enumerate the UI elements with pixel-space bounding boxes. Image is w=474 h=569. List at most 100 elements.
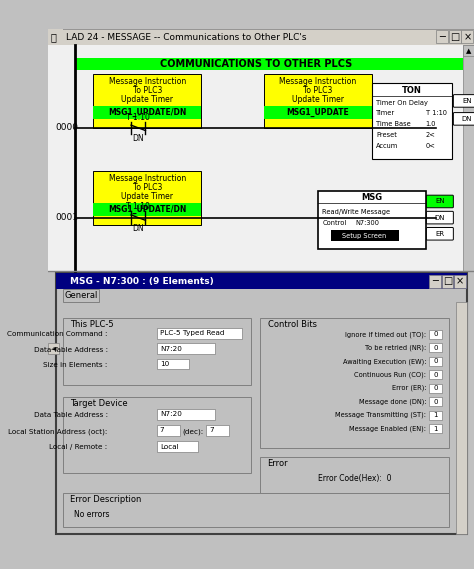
Text: 2<: 2< xyxy=(426,132,436,138)
Bar xyxy=(93,203,201,216)
Bar xyxy=(157,441,198,452)
Text: Error (ER):: Error (ER): xyxy=(392,385,427,391)
Bar xyxy=(429,330,442,339)
Bar xyxy=(429,370,442,379)
Bar xyxy=(48,29,474,46)
Bar xyxy=(48,46,474,271)
Text: Message Enabled (EN):: Message Enabled (EN): xyxy=(349,426,427,432)
Text: ─: ─ xyxy=(439,32,445,42)
Text: Awaiting Execution (EW):: Awaiting Execution (EW): xyxy=(343,358,427,365)
Bar xyxy=(75,58,463,71)
Bar xyxy=(93,74,201,128)
Text: T 1:10: T 1:10 xyxy=(127,113,150,122)
Text: DN: DN xyxy=(462,116,472,122)
Text: Read/Write Message: Read/Write Message xyxy=(322,209,391,215)
Text: Accum: Accum xyxy=(376,143,399,149)
Text: MSG: MSG xyxy=(361,193,382,203)
Bar xyxy=(63,397,251,473)
Text: This PLC-5: This PLC-5 xyxy=(70,320,114,329)
Bar xyxy=(207,425,229,436)
Text: 1.0: 1.0 xyxy=(426,121,436,127)
Text: 0: 0 xyxy=(433,345,438,351)
Text: Error Code(Hex):  0: Error Code(Hex): 0 xyxy=(318,475,392,483)
Text: Local / Remote :: Local / Remote : xyxy=(49,444,108,451)
Text: TON: TON xyxy=(402,86,422,94)
Bar xyxy=(93,171,201,225)
Text: ◄: ◄ xyxy=(51,346,56,352)
Text: 0001: 0001 xyxy=(55,213,79,222)
Text: Message Instruction: Message Instruction xyxy=(109,77,186,86)
Text: Ignore if timed out (TO):: Ignore if timed out (TO): xyxy=(345,331,427,337)
Bar xyxy=(429,275,441,288)
Text: 0: 0 xyxy=(433,358,438,364)
Text: Message Instruction: Message Instruction xyxy=(109,174,186,183)
Text: N7:300: N7:300 xyxy=(356,220,380,226)
Text: Target Device: Target Device xyxy=(70,399,128,408)
Text: □: □ xyxy=(450,32,459,42)
Text: Update Timer: Update Timer xyxy=(292,94,344,104)
Text: Update Timer: Update Timer xyxy=(121,192,173,201)
Text: 0: 0 xyxy=(433,399,438,405)
Text: ─: ─ xyxy=(432,277,438,286)
Text: Data Table Address :: Data Table Address : xyxy=(34,412,108,418)
Text: (dec):: (dec): xyxy=(182,428,203,435)
Bar xyxy=(372,83,453,159)
Bar xyxy=(264,74,372,128)
Bar xyxy=(55,273,467,290)
Bar xyxy=(454,275,466,288)
Bar xyxy=(157,358,189,369)
Text: Control: Control xyxy=(322,220,346,226)
Text: Local: Local xyxy=(160,443,178,450)
Text: Local Station Address (oct):: Local Station Address (oct): xyxy=(9,428,108,435)
Text: Timer On Delay: Timer On Delay xyxy=(376,100,428,106)
Text: General: General xyxy=(64,291,98,300)
Text: ▲: ▲ xyxy=(466,48,471,53)
Bar xyxy=(461,30,473,43)
Bar xyxy=(429,343,442,352)
Bar xyxy=(63,493,449,527)
Text: Size in Elements :: Size in Elements : xyxy=(43,362,108,368)
Text: MSG1_UPDATE/DN: MSG1_UPDATE/DN xyxy=(108,205,186,214)
Bar xyxy=(436,30,448,43)
Text: Timer: Timer xyxy=(376,110,395,117)
FancyBboxPatch shape xyxy=(427,195,453,208)
Text: T 1:10: T 1:10 xyxy=(127,203,150,211)
Bar xyxy=(449,30,461,43)
Text: Error Description: Error Description xyxy=(70,495,141,504)
Text: 7: 7 xyxy=(160,427,164,434)
Text: Communication Command :: Communication Command : xyxy=(7,331,108,337)
Bar xyxy=(157,409,216,419)
Text: LAD 24 - MESSAGE -- Communications to Other PLC's: LAD 24 - MESSAGE -- Communications to Ot… xyxy=(66,32,307,42)
Bar xyxy=(331,230,399,241)
Bar xyxy=(463,46,474,271)
FancyBboxPatch shape xyxy=(453,94,474,107)
Text: ×: × xyxy=(456,277,464,286)
Text: N7:20: N7:20 xyxy=(160,346,182,352)
FancyBboxPatch shape xyxy=(427,211,453,224)
Text: DN: DN xyxy=(132,224,144,233)
Text: MSG - N7:300 : (9 Elements): MSG - N7:300 : (9 Elements) xyxy=(70,277,214,286)
Text: 🔲: 🔲 xyxy=(50,32,56,42)
Bar xyxy=(63,290,99,302)
Text: 0000: 0000 xyxy=(55,123,79,133)
Bar xyxy=(429,357,442,366)
Bar xyxy=(55,273,467,534)
Text: Setup Screen: Setup Screen xyxy=(342,233,387,238)
Text: COMMUNICATIONS TO OTHER PLCS: COMMUNICATIONS TO OTHER PLCS xyxy=(160,59,352,69)
Text: Message Instruction: Message Instruction xyxy=(279,77,356,86)
Bar xyxy=(93,106,201,119)
Text: MSG1_UPDATE/DN: MSG1_UPDATE/DN xyxy=(108,108,186,117)
Bar xyxy=(429,384,442,393)
Text: 0: 0 xyxy=(433,331,438,337)
Bar xyxy=(260,457,449,493)
Bar xyxy=(260,318,449,448)
Text: DN: DN xyxy=(132,134,144,143)
Text: 0: 0 xyxy=(433,385,438,391)
Text: ER: ER xyxy=(435,231,445,237)
Text: 0: 0 xyxy=(433,372,438,378)
Bar xyxy=(157,343,216,354)
Text: Time Base: Time Base xyxy=(376,121,411,127)
Bar xyxy=(456,302,467,534)
Bar xyxy=(429,411,442,419)
Text: Message Transmitting (ST):: Message Transmitting (ST): xyxy=(336,412,427,418)
